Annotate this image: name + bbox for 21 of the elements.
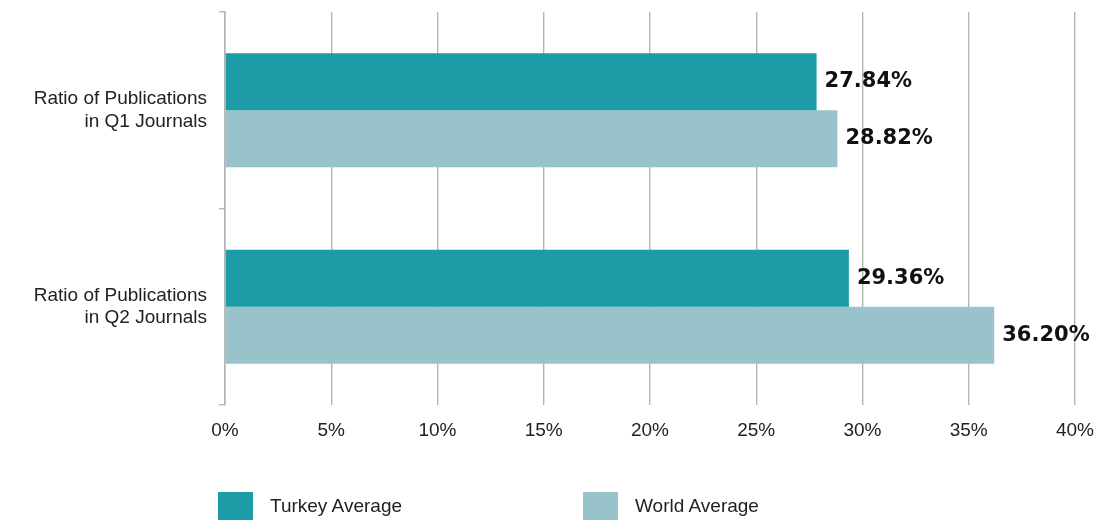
data-label: 27.84%: [824, 68, 913, 93]
y-tick-label: Ratio of Publications in Q2 Journals: [33, 283, 207, 328]
data-label: 28.82%: [845, 125, 933, 150]
bar: [225, 249, 849, 307]
x-tick-label: 30%: [843, 418, 882, 440]
x-tick-label: 35%: [949, 418, 988, 440]
x-tick-label: 10%: [418, 418, 457, 440]
bar: [225, 306, 995, 364]
x-tick-label: 0%: [211, 418, 239, 440]
bar: [225, 53, 817, 111]
legend-label: World Average: [635, 495, 759, 517]
y-tick-label: Ratio of Publications in Q1 Journals: [33, 87, 207, 131]
x-tick-label: 5%: [317, 418, 346, 440]
x-tick-label: 15%: [524, 418, 563, 440]
data-label: 36.20%: [1002, 321, 1090, 346]
legend-label: Turkey Average: [270, 495, 403, 517]
bar: [225, 110, 838, 168]
x-tick-label: 25%: [737, 418, 776, 440]
x-tick-label: 20%: [630, 418, 670, 440]
data-label: 29.36%: [856, 264, 945, 289]
x-tick-label: 40%: [1055, 418, 1095, 440]
